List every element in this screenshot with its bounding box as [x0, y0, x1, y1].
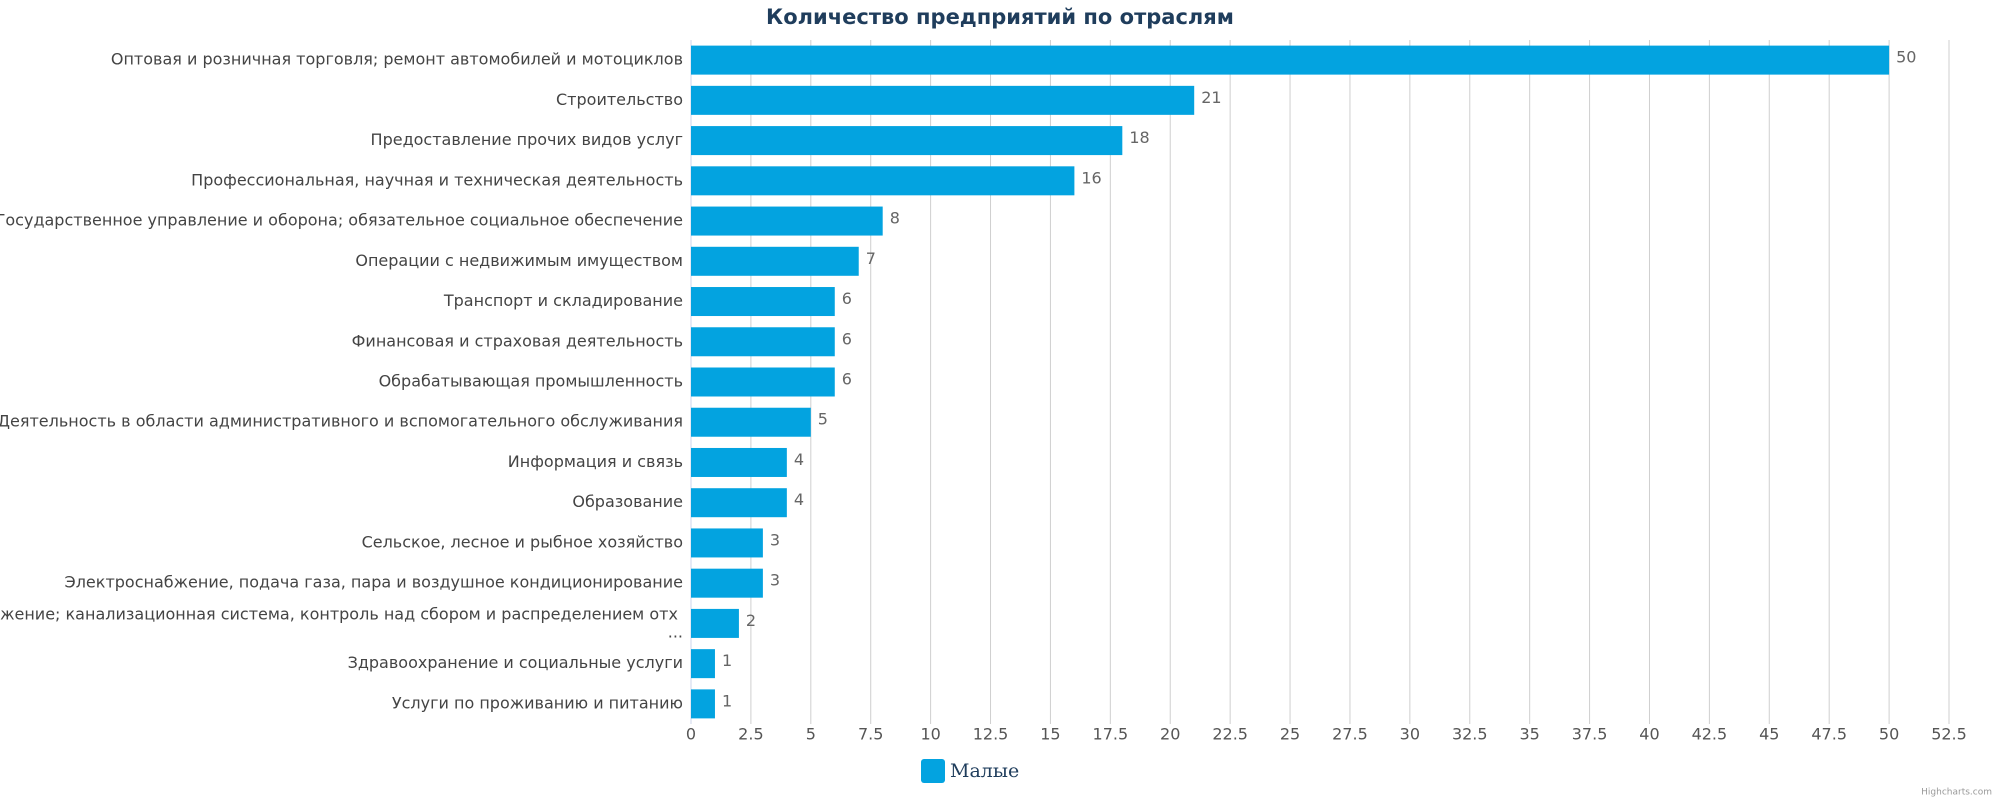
x-tick-label: 0 — [686, 725, 696, 744]
y-tick-label: Строительство — [556, 90, 683, 109]
data-label: 18 — [1129, 128, 1149, 147]
bar — [691, 206, 883, 236]
y-tick-label: Сельское, лесное и рыбное хозяйство — [362, 532, 683, 551]
x-tick-label: 40 — [1639, 725, 1659, 744]
y-tick-label: Информация и связь — [508, 452, 683, 471]
x-tick-label: 52.5 — [1931, 725, 1967, 744]
y-tick-label: Водоснабжение; канализационная система, … — [0, 604, 683, 641]
bar — [691, 447, 787, 477]
data-label: 2 — [746, 611, 756, 630]
x-tick-label: 47.5 — [1811, 725, 1847, 744]
legend-label: Малые — [950, 760, 1019, 782]
x-tick-label: 50 — [1879, 725, 1899, 744]
y-tick-label: Образование — [572, 492, 683, 511]
x-tick-label: 12.5 — [973, 725, 1009, 744]
bar — [691, 166, 1075, 196]
data-label: 4 — [794, 450, 804, 469]
data-label: 3 — [770, 571, 780, 590]
data-label: 4 — [794, 490, 804, 509]
data-label: 21 — [1201, 88, 1221, 107]
x-tick-label: 10 — [920, 725, 940, 744]
bar — [691, 689, 715, 719]
data-label: 6 — [842, 370, 852, 389]
y-tick-label: Транспорт и складирование — [443, 291, 683, 310]
legend-symbol — [921, 759, 945, 783]
bar — [691, 367, 835, 397]
data-label: 6 — [842, 329, 852, 348]
data-label: 16 — [1081, 168, 1101, 187]
credits: Highcharts.com — [1921, 788, 1992, 798]
bar — [691, 45, 1890, 75]
bar — [691, 407, 811, 437]
data-label: 50 — [1896, 48, 1916, 67]
x-tick-label: 22.5 — [1212, 725, 1248, 744]
data-label: 8 — [890, 209, 900, 228]
x-tick-label: 5 — [806, 725, 816, 744]
y-tick-label: Оптовая и розничная торговля; ремонт авт… — [111, 50, 683, 69]
y-tick-label: Услуги по проживанию и питанию — [392, 693, 683, 712]
bar — [691, 488, 787, 518]
x-tick-label: 15 — [1040, 725, 1060, 744]
y-tick-label: Операции с недвижимым имуществом — [355, 251, 683, 270]
data-label: 6 — [842, 289, 852, 308]
data-label: 1 — [722, 691, 732, 710]
x-tick-label: 32.5 — [1452, 725, 1488, 744]
x-tick-label: 2.5 — [738, 725, 763, 744]
y-tick-label: Государственное управление и оборона; об… — [0, 211, 683, 230]
x-tick-label: 30 — [1400, 725, 1420, 744]
bar — [691, 85, 1195, 115]
bar — [691, 649, 715, 679]
x-tick-label: 27.5 — [1332, 725, 1368, 744]
x-tick-label: 17.5 — [1093, 725, 1129, 744]
chart-title: Количество предприятий по отраслям — [766, 5, 1234, 29]
bar — [691, 528, 763, 558]
y-tick-label: Профессиональная, научная и техническая … — [191, 170, 683, 189]
x-tick-label: 25 — [1280, 725, 1300, 744]
x-tick-label: 35 — [1519, 725, 1539, 744]
x-tick-label: 45 — [1759, 725, 1779, 744]
y-tick-label: Обрабатывающая промышленность — [379, 372, 683, 391]
data-label: 3 — [770, 530, 780, 549]
bar — [691, 327, 835, 357]
bar — [691, 126, 1123, 156]
y-tick-label: Электроснабжение, подача газа, пара и во… — [65, 573, 683, 592]
data-label: 1 — [722, 651, 732, 670]
y-tick-label: Деятельность в области административного… — [0, 412, 683, 431]
x-tick-label: 42.5 — [1692, 725, 1728, 744]
y-tick-label: Финансовая и страховая деятельность — [352, 331, 683, 350]
bar — [691, 608, 739, 638]
bar — [691, 287, 835, 317]
y-tick-label: Здравоохранение и социальные услуги — [348, 653, 683, 672]
y-tick-label: Предоставление прочих видов услуг — [371, 130, 683, 149]
data-label: 5 — [818, 410, 828, 429]
x-tick-label: 20 — [1160, 725, 1180, 744]
bar — [691, 568, 763, 598]
data-label: 7 — [866, 249, 876, 268]
x-tick-label: 37.5 — [1572, 725, 1608, 744]
x-tick-label: 7.5 — [858, 725, 883, 744]
bar — [691, 246, 859, 276]
